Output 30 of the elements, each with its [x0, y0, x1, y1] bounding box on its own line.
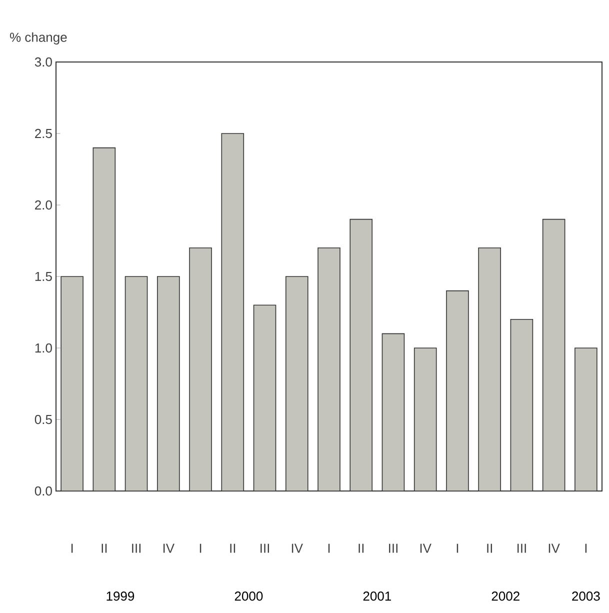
x-tick-label: III — [389, 544, 398, 553]
text: 2001 — [363, 592, 391, 601]
y-tick-label: 0.0 — [34, 486, 52, 496]
x-tick-label: III — [517, 544, 526, 553]
y-tick-label: 1.5 — [35, 272, 52, 282]
x-tick-label: IV — [163, 544, 174, 553]
x-tick-label: III — [132, 544, 141, 553]
x-tick-label: I — [71, 544, 73, 553]
x-tick-label: I — [200, 544, 202, 553]
x-tick-label: II — [102, 544, 107, 553]
x-tick-label: I — [328, 544, 330, 553]
y-tick-label: 2.0 — [35, 200, 52, 210]
x-tick-label: IV — [420, 544, 432, 553]
x-tick-label: II — [358, 544, 364, 553]
x-tick-label: II — [487, 544, 492, 553]
x-tick-label: IV — [548, 544, 560, 553]
y-tick-label: 1.0 — [35, 343, 52, 353]
y-axis-title: % change — [10, 32, 67, 44]
x-tick-label: IV — [292, 544, 303, 553]
x-tick-label: II — [230, 544, 236, 553]
x-tick-label: I — [585, 544, 587, 553]
x-tick-label: I — [456, 544, 458, 553]
text: 2002 — [492, 592, 520, 601]
text: 1999 — [106, 592, 134, 601]
x-tick-label: III — [260, 544, 269, 553]
text: 2000 — [234, 592, 263, 601]
y-tick-label: 3.0 — [34, 57, 52, 67]
text: 2003 — [572, 592, 600, 601]
y-tick-label: 2.5 — [35, 128, 52, 138]
y-tick-label: 0.5 — [34, 414, 52, 424]
